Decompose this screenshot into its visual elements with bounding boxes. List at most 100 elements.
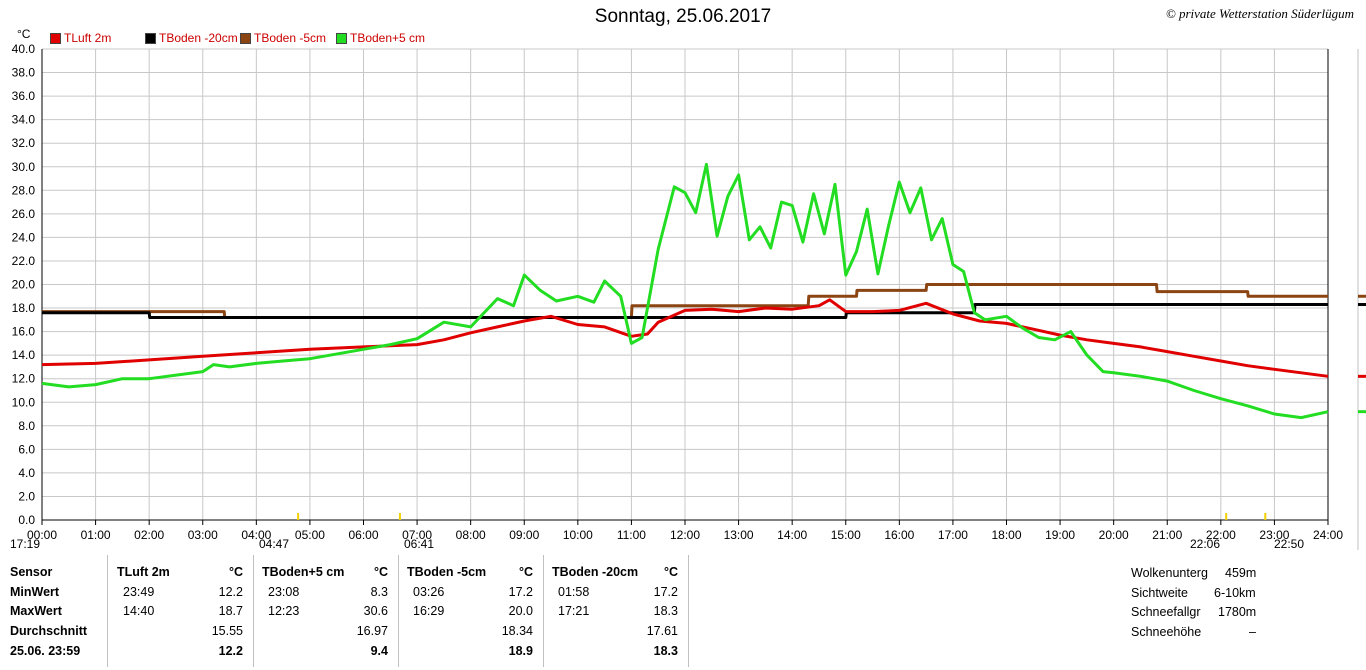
legend-swatch-green [336, 32, 347, 44]
max-value: 20.0 [508, 604, 533, 618]
legend-swatch-brown [240, 32, 251, 44]
x-tick-label: 15:00 [831, 528, 861, 542]
legend-label-tboden20: TBoden -20cm [159, 31, 238, 45]
y-tick-label: 0.0 [18, 513, 35, 527]
y-tick-label: 30.0 [12, 160, 36, 174]
sensor-unit: °C [518, 565, 533, 579]
x-tick-label: 05:00 [295, 528, 325, 542]
x-tick-label: 22:00 [1206, 528, 1236, 542]
min-value: 17.2 [508, 585, 533, 599]
series-line-tluft [41, 298, 1329, 378]
sensor-unit: °C [228, 565, 243, 579]
y-tick-label: 14.0 [12, 348, 36, 362]
y-tick-label: 38.0 [12, 66, 36, 80]
y-tick-label: 20.0 [12, 278, 36, 292]
sun-event-label: 04:47 [259, 537, 289, 551]
y-tick-label: 8.0 [18, 419, 35, 433]
last-value: 12.2 [218, 644, 243, 658]
min-time: 01:58 [558, 585, 590, 599]
column-divider [688, 555, 689, 667]
x-tick-label: 13:00 [724, 528, 754, 542]
x-tick-label: 06:00 [348, 528, 378, 542]
y-tick-label: 32.0 [12, 136, 36, 150]
row-label-min: MinWert [10, 585, 60, 599]
legend-label-tbodenplus5: TBoden+5 cm [350, 31, 426, 45]
legend-swatch-black [145, 32, 156, 44]
row-label-sensor: Sensor [10, 565, 53, 579]
y-tick-label: 26.0 [12, 207, 36, 221]
column-divider [543, 555, 544, 667]
x-tick-label: 07:00 [402, 528, 432, 542]
x-tick-label: 14:00 [777, 528, 807, 542]
sun-event-marker [297, 513, 300, 520]
x-tick-label: 24:00 [1313, 528, 1343, 542]
max-value: 18.7 [218, 604, 243, 618]
x-tick-label: 08:00 [456, 528, 486, 542]
x-tick-label: 12:00 [670, 528, 700, 542]
average-value: 15.55 [211, 624, 243, 638]
max-value: 30.6 [363, 604, 388, 618]
last-value: 18.9 [508, 644, 533, 658]
y-tick-label: 12.0 [12, 372, 36, 386]
y-axis-unit: °C [17, 27, 31, 41]
average-value: 17.61 [646, 624, 678, 638]
sun-event-marker [1225, 513, 1228, 520]
y-tick-label: 10.0 [12, 395, 36, 409]
y-tick-label: 2.0 [18, 489, 35, 503]
column-divider [107, 555, 108, 667]
row-label-last: 25.06. 23:59 [10, 644, 81, 658]
sensor-header: TBoden+5 cm [262, 565, 345, 579]
y-tick-label: 6.0 [18, 442, 35, 456]
x-tick-label: 11:00 [617, 528, 646, 542]
min-time: 03:26 [413, 585, 445, 599]
sensor-unit: °C [663, 565, 678, 579]
max-time: 14:40 [123, 604, 155, 618]
x-tick-label: 01:00 [81, 528, 111, 542]
legend-tbodenplus5: TBoden+5 cm [336, 31, 425, 45]
extra-value-snowline: 1780m [1218, 605, 1257, 619]
extra-value-visibility: 6-10km [1214, 586, 1256, 600]
max-time: 12:23 [268, 604, 300, 618]
x-tick-label: 19:00 [1045, 528, 1075, 542]
x-tick-label: 00:00 [27, 528, 57, 542]
extra-label-cloud: Wolkenunterg [1131, 566, 1208, 580]
average-value: 18.34 [501, 624, 533, 638]
min-value: 8.3 [370, 585, 388, 599]
y-tick-label: 16.0 [12, 325, 36, 339]
x-tick-label: 09:00 [509, 528, 539, 542]
x-tick-label: 16:00 [884, 528, 914, 542]
y-tick-label: 34.0 [12, 113, 36, 127]
sensor-unit: °C [373, 565, 388, 579]
extra-label-visibility: Sichtweite [1131, 586, 1188, 600]
average-value: 16.97 [356, 624, 388, 638]
x-tick-label: 17:00 [938, 528, 968, 542]
column-divider [253, 555, 254, 667]
max-time: 16:29 [413, 604, 445, 618]
last-value: 9.4 [370, 644, 388, 658]
extra-label-snowdepth: Schneehöhe [1131, 625, 1202, 639]
column-divider [398, 555, 399, 667]
max-value: 18.3 [653, 604, 678, 618]
y-tick-label: 28.0 [12, 183, 36, 197]
y-tick-label: 40.0 [12, 42, 36, 56]
x-tick-label: 18:00 [991, 528, 1021, 542]
x-tick-label: 02:00 [134, 528, 164, 542]
chart-title: Sonntag, 25.06.2017 [594, 6, 772, 27]
min-time: 23:08 [268, 585, 300, 599]
row-label-max: MaxWert [10, 604, 62, 618]
row-label-avg: Durchschnitt [10, 624, 88, 638]
y-tick-label: 36.0 [12, 89, 36, 103]
y-tick-label: 18.0 [12, 301, 36, 315]
sensor-header: TLuft 2m [117, 565, 170, 579]
x-tick-label: 10:00 [563, 528, 593, 542]
x-tick-label: 20:00 [1099, 528, 1129, 542]
extra-label-snowline: Schneefallgr [1131, 605, 1201, 619]
min-value: 12.2 [218, 585, 243, 599]
sun-event-label: 06:41 [404, 537, 434, 551]
min-time: 23:49 [123, 585, 155, 599]
sun-event-label: 22:50 [1274, 537, 1304, 551]
series-line-tbodenplus5 [41, 162, 1329, 420]
legend-tluft: TLuft 2m [50, 31, 111, 45]
sensor-header: TBoden -5cm [407, 565, 487, 579]
y-tick-label: 22.0 [12, 254, 36, 268]
